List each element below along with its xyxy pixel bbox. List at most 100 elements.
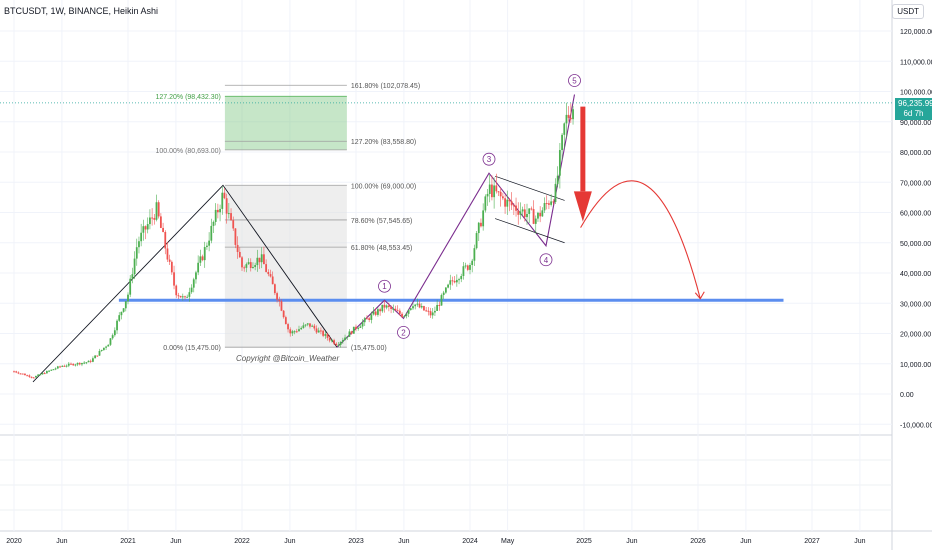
y-tick-label: 50,000.00 [900,241,931,248]
candle-body [146,224,149,230]
candle-body [151,217,154,219]
candle-body [519,211,522,215]
candle-body [552,201,555,203]
candle-body [208,240,211,246]
candle-body [506,199,509,207]
candle-body [438,304,441,306]
candle-body [572,109,574,120]
candle-body [179,295,182,298]
fib-level-label: 0.00% (15,475.00) [163,345,221,352]
candle-body [192,279,195,288]
y-tick-label: 120,000.00 [900,29,932,36]
down-arrow-head [573,191,592,222]
flag-lower-line [494,218,565,244]
candle-body [113,330,116,336]
candle-body [361,322,364,327]
candles [13,102,574,379]
candle-body [543,203,546,211]
candle-body [186,296,189,298]
candle-body [199,256,202,263]
candle-body [243,267,246,269]
wave-label: 3 [487,155,492,164]
candle-body [287,324,289,330]
candle-body [225,198,228,214]
candle-body [569,117,572,120]
candle-body [469,264,471,270]
candle-body [271,276,274,285]
x-tick-label: Jun [56,538,67,545]
wave-label-circle [482,152,496,166]
candle-body [434,310,436,313]
candle-body [43,373,46,375]
candle-body [554,183,557,203]
candle-body [210,225,213,241]
y-tick-label: -10,000.00 [900,422,932,429]
chart-overlay: 0.00% (15,475.00) 61.80% (48,553.45) 78.60… [156,74,705,363]
candle-body [337,344,340,346]
candle-body [144,226,147,230]
x-tick-label: Jun [284,538,295,545]
candle-body [335,343,338,346]
candle-body [355,326,357,329]
candle-body [383,304,386,308]
wave-label: 2 [401,328,406,337]
candle-body [107,344,110,347]
candle-body [273,284,276,294]
candle-body [491,184,493,198]
candle-body [512,205,515,207]
candle-body [420,306,423,308]
candle-body [94,355,97,359]
candle-body [510,201,513,206]
candle-body [508,199,511,202]
candle-body [486,193,489,197]
candle-body [537,212,539,219]
wave-label: 1 [382,282,387,291]
currency-selector[interactable]: USDT [892,4,924,19]
candle-body [409,308,412,310]
candle-body [54,368,57,370]
x-tick-label: 2027 [804,538,820,545]
candle-body [30,376,33,378]
candle-body [322,330,325,336]
fib-level-label: 78.60% (57,545.65) [351,218,413,225]
forecast-arc [580,180,701,299]
x-tick-label: May [501,538,515,545]
y-tick-label: 70,000.00 [900,180,931,187]
candle-body [138,241,140,248]
candle-body [214,209,217,222]
candle-body [24,373,26,376]
candle-body [230,213,232,221]
candle-body [425,310,428,312]
candle-body [315,328,318,333]
fib-ext-label: 127.20% (98,432.30) [156,94,221,101]
candle-body [70,363,72,365]
candle-body [37,374,40,376]
y-tick-label: 90,000.00 [900,120,931,127]
candle-body [302,325,305,328]
candle-body [197,262,200,273]
candle-body [267,271,270,275]
candle-body [289,329,292,334]
candle-body [245,264,248,268]
candle-body [311,325,314,327]
candle-body [184,296,186,298]
candle-body [41,373,44,375]
candle-body [381,304,384,312]
candle-body [177,295,180,297]
candle-body [83,362,86,364]
candle-body [39,374,42,376]
candle-body [482,210,485,227]
candle-body [265,264,268,272]
candle-body [221,192,224,209]
candle-body [67,363,70,366]
y-tick-label: 30,000.00 [900,301,931,308]
candle-body [455,279,458,283]
candle-body [416,303,419,305]
candle-body [521,209,524,212]
wave-label-circle [397,325,410,339]
candle-body [32,377,35,379]
candle-body [567,114,570,118]
candle-body [232,220,235,229]
